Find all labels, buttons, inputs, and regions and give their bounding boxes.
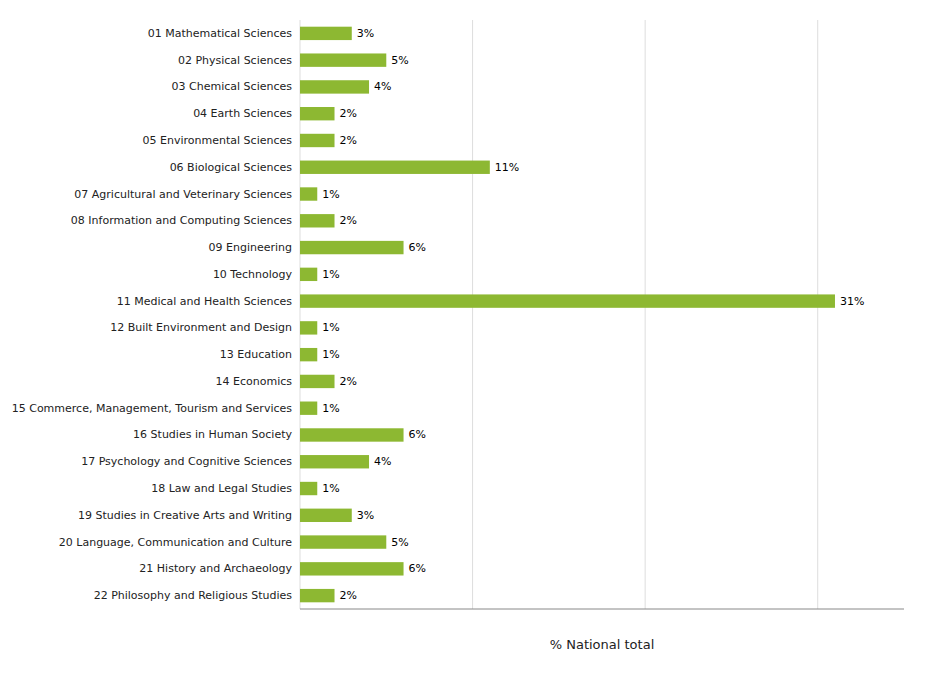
- category-label: 14 Economics: [216, 375, 293, 388]
- x-axis-label: % National total: [550, 637, 655, 652]
- bar: [300, 241, 404, 254]
- bar: [300, 562, 404, 575]
- value-label: 1%: [322, 348, 339, 361]
- value-label: 1%: [322, 482, 339, 495]
- category-label: 22 Philosophy and Religious Studies: [94, 589, 293, 602]
- bar: [300, 161, 490, 174]
- bar: [300, 348, 317, 361]
- category-label: 07 Agricultural and Veterinary Sciences: [74, 188, 292, 201]
- value-label: 2%: [340, 214, 357, 227]
- category-label: 21 History and Archaeology: [139, 562, 292, 575]
- value-label: 1%: [322, 402, 339, 415]
- chart: 3%5%4%2%2%11%1%2%6%1%31%1%1%2%1%6%4%1%3%…: [0, 0, 944, 679]
- bar: [300, 589, 335, 602]
- bar: [300, 535, 386, 548]
- grid: [300, 20, 818, 609]
- value-label: 5%: [391, 536, 408, 549]
- category-label: 08 Information and Computing Sciences: [71, 214, 292, 227]
- category-label: 04 Earth Sciences: [193, 107, 292, 120]
- value-label: 1%: [322, 321, 339, 334]
- value-label: 31%: [840, 295, 864, 308]
- value-label: 3%: [357, 509, 374, 522]
- value-label: 3%: [357, 27, 374, 40]
- bar: [300, 482, 317, 495]
- category-label: 02 Physical Sciences: [178, 54, 292, 67]
- category-label: 05 Environmental Sciences: [143, 134, 293, 147]
- bar: [300, 428, 404, 441]
- bar: [300, 107, 335, 120]
- value-label: 6%: [409, 562, 426, 575]
- bar: [300, 187, 317, 200]
- bar: [300, 53, 386, 66]
- bar: [300, 375, 335, 388]
- value-label: 1%: [322, 268, 339, 281]
- grid-line: [817, 20, 818, 609]
- category-label: 01 Mathematical Sciences: [148, 27, 293, 40]
- bar: [300, 294, 835, 307]
- bar: [300, 455, 369, 468]
- category-label: 18 Law and Legal Studies: [151, 482, 292, 495]
- bar: [300, 80, 369, 93]
- category-label: 10 Technology: [213, 268, 293, 281]
- value-label: 6%: [409, 241, 426, 254]
- bar: [300, 321, 317, 334]
- category-label: 13 Education: [220, 348, 292, 361]
- category-label: 12 Built Environment and Design: [110, 321, 292, 334]
- category-label: 20 Language, Communication and Culture: [59, 536, 292, 549]
- value-label: 1%: [322, 188, 339, 201]
- category-label: 16 Studies in Human Society: [133, 428, 292, 441]
- category-label: 06 Biological Sciences: [170, 161, 293, 174]
- bar: [300, 509, 352, 522]
- grid-line: [645, 20, 646, 609]
- value-label: 2%: [340, 375, 357, 388]
- x-axis-line: [300, 609, 904, 610]
- category-label: 09 Engineering: [209, 241, 293, 254]
- grid-line: [472, 20, 473, 609]
- bars: [300, 27, 835, 603]
- value-label: 11%: [495, 161, 519, 174]
- category-label: 03 Chemical Sciences: [172, 80, 293, 93]
- value-label: 2%: [340, 107, 357, 120]
- bar: [300, 214, 335, 227]
- value-label: 4%: [374, 80, 391, 93]
- bar: [300, 27, 352, 40]
- bar: [300, 402, 317, 415]
- value-label: 6%: [409, 428, 426, 441]
- bar: [300, 134, 335, 147]
- category-label: 15 Commerce, Management, Tourism and Ser…: [12, 402, 293, 415]
- category-label: 11 Medical and Health Sciences: [117, 295, 293, 308]
- value-label: 4%: [374, 455, 391, 468]
- bar: [300, 268, 317, 281]
- category-label: 17 Psychology and Cognitive Sciences: [81, 455, 292, 468]
- value-label: 5%: [391, 54, 408, 67]
- value-label: 2%: [340, 134, 357, 147]
- category-label: 19 Studies in Creative Arts and Writing: [78, 509, 292, 522]
- value-label: 2%: [340, 589, 357, 602]
